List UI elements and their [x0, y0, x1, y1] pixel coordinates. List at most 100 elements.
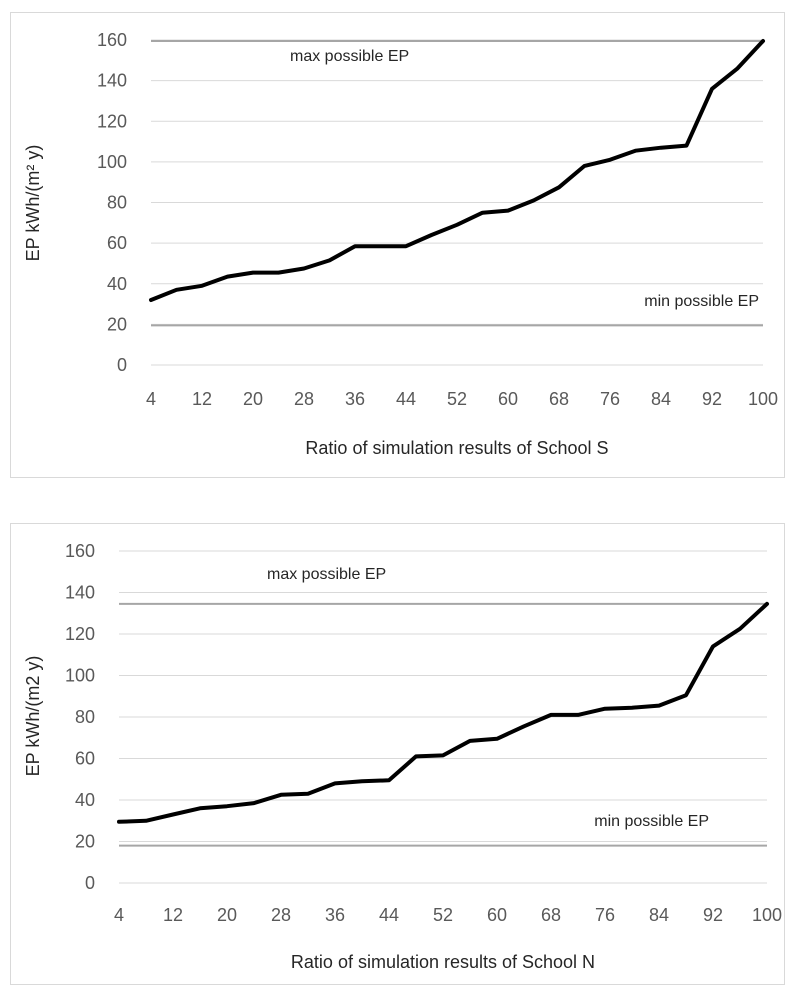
- min-ep-annotation: min possible EP: [594, 813, 709, 830]
- x-tick-label: 52: [433, 905, 453, 925]
- x-tick-label: 20: [243, 389, 263, 409]
- x-tick-label: 60: [498, 389, 518, 409]
- x-tick-label: 52: [447, 389, 467, 409]
- ep-data-point: [279, 793, 283, 797]
- x-tick-label: 92: [702, 389, 722, 409]
- x-tick-label: 20: [217, 905, 237, 925]
- ep-data-point: [684, 694, 688, 697]
- x-tick-label: 44: [379, 905, 399, 925]
- x-tick-label: 4: [146, 389, 156, 409]
- x-tick-label: 12: [163, 905, 183, 925]
- y-tick-label: 20: [107, 314, 127, 334]
- y-tick-label: 40: [107, 274, 127, 294]
- ep-data-point: [149, 298, 153, 302]
- ep-data-point: [549, 713, 553, 717]
- x-tick-label: 28: [271, 905, 291, 925]
- y-tick-label: 0: [85, 873, 95, 893]
- y-tick-label: 120: [65, 624, 95, 644]
- x-tick-label: 12: [192, 389, 212, 409]
- y-tick-label: 140: [65, 583, 95, 603]
- y-tick-label: 60: [107, 233, 127, 253]
- ep-data-point: [532, 199, 535, 202]
- ep-data-point: [144, 819, 148, 822]
- ep-data-point: [711, 645, 715, 648]
- ep-data-point: [200, 284, 204, 287]
- ep-data-point: [557, 186, 561, 189]
- ep-data-point: [576, 713, 580, 717]
- ep-data-point: [738, 627, 742, 631]
- x-tick-label: 4: [114, 905, 124, 925]
- ep-data-point: [387, 779, 391, 782]
- ep-data-point: [198, 807, 202, 810]
- ep-data-point: [225, 805, 229, 808]
- x-tick-label: 68: [541, 905, 561, 925]
- ep-data-point: [277, 271, 280, 274]
- y-tick-label: 120: [97, 111, 127, 131]
- x-tick-label: 76: [600, 389, 620, 409]
- ep-data-point: [353, 244, 357, 248]
- ep-data-point: [441, 754, 445, 757]
- ep-data-point: [404, 244, 408, 248]
- x-tick-label: 76: [595, 905, 615, 925]
- x-tick-label: 100: [748, 389, 778, 409]
- ep-data-point: [379, 244, 382, 248]
- chart-panel-school-s: 0 20 40 60 80 100 120 140 160 4 12 20 28 36 44 52 60 68 76…: [10, 12, 785, 478]
- ep-data-point: [171, 813, 175, 816]
- y-tick-label: 160: [65, 541, 95, 561]
- y-tick-label: 0: [117, 355, 127, 375]
- x-tick-label: 60: [487, 905, 507, 925]
- ep-data-point: [659, 146, 663, 149]
- ep-data-point: [736, 67, 739, 70]
- x-axis-title: Ratio of simulation results of School N: [291, 952, 595, 972]
- x-tick-label: 36: [325, 905, 345, 925]
- ep-data-point: [360, 780, 364, 783]
- ep-data-point: [328, 259, 331, 262]
- ep-series-line: [117, 601, 769, 824]
- ep-data-point: [252, 801, 256, 805]
- y-tick-label: 80: [75, 707, 95, 727]
- ep-data-point: [226, 275, 229, 278]
- ep-data-point: [608, 158, 612, 162]
- x-tick-label: 28: [294, 389, 314, 409]
- ep-series-line: [149, 39, 765, 302]
- ep-data-point: [481, 211, 484, 214]
- x-axis-title: Ratio of simulation results of School S: [305, 438, 608, 458]
- y-tick-label: 80: [107, 193, 127, 213]
- ep-data-point: [306, 792, 310, 795]
- ep-data-point: [455, 223, 459, 227]
- x-tick-label: 100: [752, 905, 782, 925]
- min-ep-annotation: min possible EP: [644, 293, 759, 310]
- ep-data-point: [685, 144, 688, 147]
- y-axis-title: EP kWh/(m² y): [23, 145, 43, 262]
- y-tick-label: 100: [97, 152, 127, 172]
- ep-data-point: [630, 706, 634, 709]
- ep-data-point: [430, 233, 433, 237]
- x-tick-label: 84: [651, 389, 671, 409]
- chart-svg-school-n: 0 20 40 60 80 100 120 140 160 4 12 20 28 36 44 52 60 68 76…: [23, 541, 782, 972]
- max-ep-annotation: max possible EP: [290, 48, 409, 65]
- y-tick-label: 160: [97, 30, 127, 50]
- chart-svg-school-s: 0 20 40 60 80 100 120 140 160 4 12 20 28 36 44 52 60 68 76…: [23, 30, 778, 458]
- ep-data-point: [117, 820, 121, 823]
- y-axis-title: EP kWh/(m2 y): [23, 656, 43, 777]
- ep-data-point: [333, 782, 337, 785]
- ep-data-point: [765, 602, 769, 606]
- ep-data-point: [175, 288, 178, 292]
- ep-data-point: [251, 271, 255, 274]
- ep-data-point: [583, 164, 586, 168]
- x-tick-label: 84: [649, 905, 669, 925]
- x-tick-label: 68: [549, 389, 569, 409]
- ep-data-point: [634, 149, 637, 152]
- ep-data-point: [468, 739, 472, 743]
- x-tick-label: 36: [345, 389, 365, 409]
- ep-data-point: [495, 737, 499, 740]
- y-tick-label: 40: [75, 790, 95, 810]
- ep-data-point: [603, 707, 607, 710]
- y-tick-label: 140: [97, 71, 127, 91]
- ep-data-point: [302, 267, 306, 270]
- y-tick-label: 20: [75, 832, 95, 852]
- ep-data-point: [710, 87, 714, 90]
- y-tick-label: 60: [75, 749, 95, 769]
- max-ep-annotation: max possible EP: [267, 566, 386, 583]
- x-tick-label: 44: [396, 389, 416, 409]
